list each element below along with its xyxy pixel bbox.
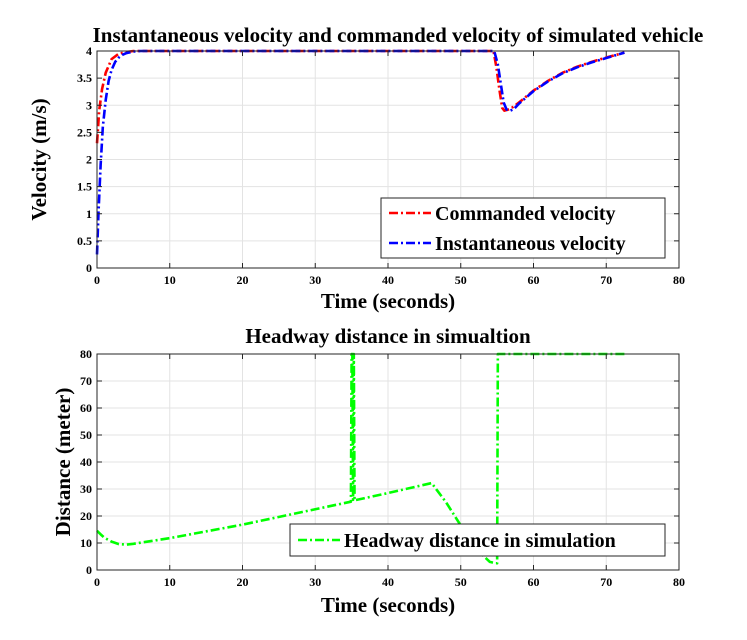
velocity-x-axis-label: Time (seconds) [321, 289, 455, 313]
x-tick-label: 40 [382, 575, 394, 589]
x-tick-label: 60 [528, 575, 540, 589]
y-tick-label: 0.5 [77, 234, 92, 248]
x-tick-label: 50 [455, 575, 467, 589]
y-tick-label: 30 [80, 482, 92, 496]
velocity-chart: 0 10 20 30 40 50 60 70 80 0 0.5 1 1.5 2 2.5 3 3.5 4 Insta… [27, 23, 704, 313]
y-tick-label: 50 [80, 428, 92, 442]
x-tick-label: 70 [600, 575, 612, 589]
x-tick-label: 20 [237, 273, 249, 287]
headway-y-axis-label: Distance (meter) [51, 388, 75, 537]
legend-label-instantaneous-velocity: Instantaneous velocity [435, 233, 626, 255]
velocity-ticks: 0 10 20 30 40 50 60 70 80 0 0.5 1 1.5 2 2.5 3 3.5 4 [77, 44, 685, 287]
y-tick-label: 80 [80, 347, 92, 361]
y-tick-label: 40 [80, 455, 92, 469]
x-tick-label: 0 [94, 273, 100, 287]
x-tick-label: 80 [673, 575, 685, 589]
x-tick-label: 80 [673, 273, 685, 287]
x-tick-label: 30 [309, 273, 321, 287]
velocity-legend: Commanded velocity Instantaneous velocit… [380, 197, 666, 259]
velocity-chart-title: Instantaneous velocity and commanded vel… [93, 23, 704, 47]
headway-ticks: 0 10 20 30 40 50 60 70 80 0 10 20 30 40 50 60 70 80 [80, 347, 685, 589]
x-tick-label: 40 [382, 273, 394, 287]
y-tick-label: 20 [80, 509, 92, 523]
y-tick-label: 1.5 [77, 180, 92, 194]
x-tick-label: 30 [309, 575, 321, 589]
y-tick-label: 4 [86, 44, 92, 58]
velocity-grid [97, 51, 679, 268]
series-line-instantaneous-velocity [95, 49, 625, 255]
y-tick-label: 60 [80, 401, 92, 415]
velocity-legend-box [380, 197, 666, 259]
y-tick-label: 3.5 [77, 71, 92, 85]
x-tick-label: 50 [455, 273, 467, 287]
legend-label-commanded-velocity: Commanded velocity [435, 203, 616, 225]
x-tick-label: 10 [164, 575, 176, 589]
headway-chart: 0 10 20 30 40 50 60 70 80 0 10 20 30 40 50 60 70 80 Headw… [51, 324, 685, 617]
x-tick-label: 10 [164, 273, 176, 287]
y-tick-label: 2 [86, 153, 92, 167]
headway-chart-title: Headway distance in simualtion [245, 324, 531, 348]
x-tick-label: 70 [600, 273, 612, 287]
y-tick-label: 3 [86, 98, 92, 112]
headway-legend: Headway distance in simulation [289, 523, 666, 557]
y-tick-label: 1 [86, 207, 92, 221]
y-tick-label: 70 [80, 374, 92, 388]
x-tick-label: 60 [528, 273, 540, 287]
x-tick-label: 0 [94, 575, 100, 589]
y-tick-label: 0 [86, 261, 92, 275]
headway-x-axis-label: Time (seconds) [321, 593, 455, 617]
y-tick-label: 0 [86, 563, 92, 577]
headway-legend-box [289, 523, 666, 557]
y-tick-label: 2.5 [77, 125, 92, 139]
legend-label-headway-distance: Headway distance in simulation [344, 530, 616, 552]
velocity-y-axis-label: Velocity (m/s) [27, 98, 51, 220]
velocity-series-group [95, 49, 625, 255]
x-tick-label: 20 [237, 575, 249, 589]
y-tick-label: 10 [80, 536, 92, 550]
series-line-commanded-velocity [95, 49, 625, 144]
